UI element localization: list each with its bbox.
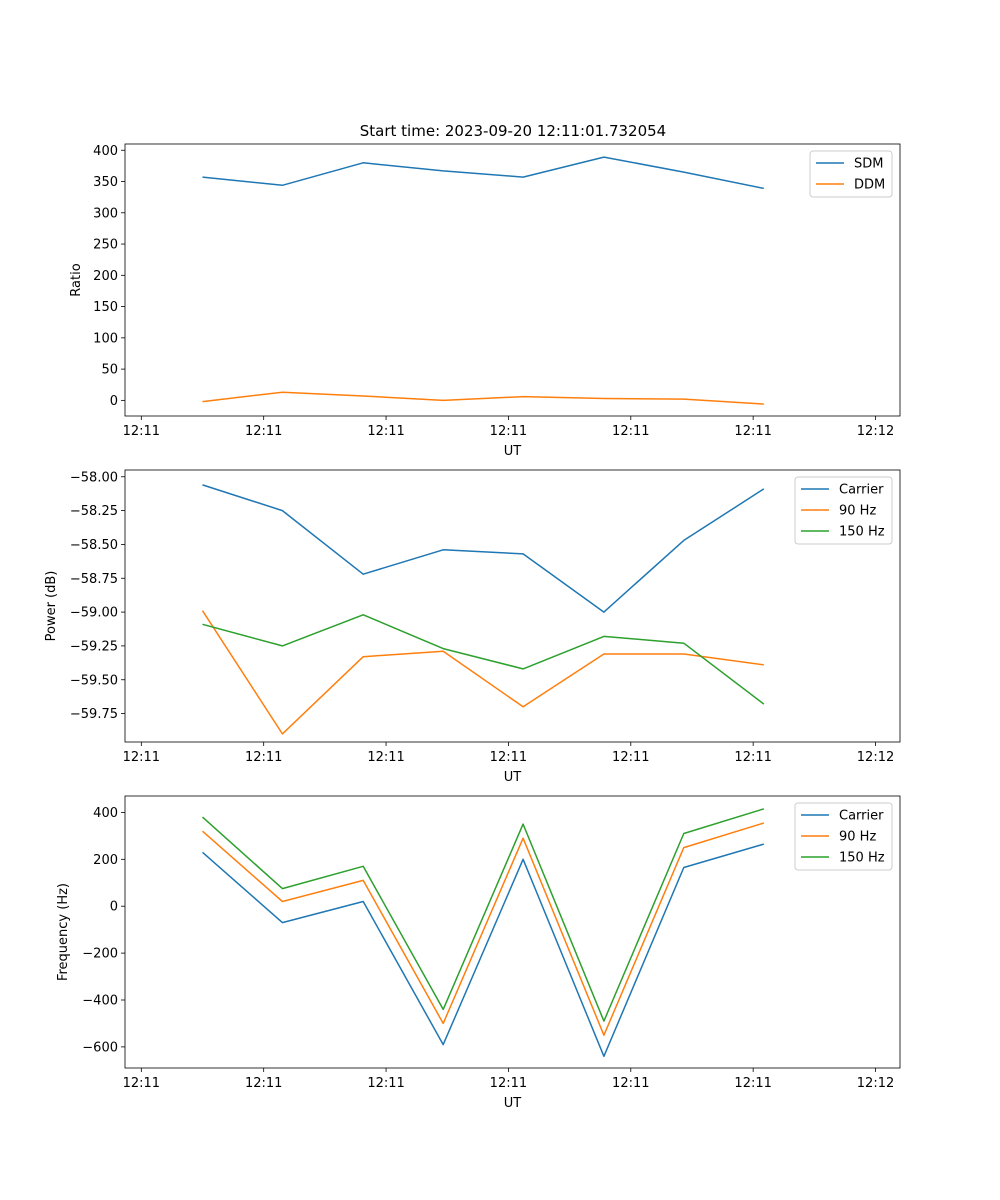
ratio-y-tick-label: 400 [93, 144, 118, 159]
ratio-y-tick-label: 50 [101, 363, 118, 378]
power-x-tick-label: 12:11 [123, 750, 160, 765]
ratio-y-tick-label: 250 [93, 238, 118, 253]
power-x-tick-label: 12:11 [490, 750, 527, 765]
frequency-x-tick-label: 12:11 [245, 1076, 282, 1091]
frequency-y-tick-label: −400 [82, 994, 118, 1009]
ratio-legend-label-sdm: SDM [854, 157, 883, 172]
ratio-y-axis-label: Ratio [69, 263, 84, 296]
frequency-y-tick-label: −200 [82, 947, 118, 962]
frequency-y-axis-label: Frequency (Hz) [56, 883, 71, 981]
power-x-axis-label: UT [504, 770, 522, 785]
power-panel: 12:11 12:11 12:11 12:11 12:11 12:11 12:12 −59.7… [44, 469, 901, 785]
frequency-series-line-150-hz [201, 808, 765, 1022]
ratio-x-tick-label: 12:11 [367, 424, 404, 439]
ratio-panel: 12:11 12:11 12:11 12:11 12:11 12:11 12:12 0 50 10… [69, 143, 901, 459]
ratio-series-line-ddm [202, 391, 764, 405]
power-y-tick-label: −59.75 [70, 707, 118, 722]
power-axes-frame [124, 469, 901, 743]
power-y-tick-label: −59.25 [70, 639, 118, 654]
ratio-series-line-sdm [202, 156, 764, 190]
frequency-x-tick-label: 12:11 [612, 1076, 649, 1091]
frequency-series-line-carrier [202, 843, 765, 1058]
power-x-tick-label: 12:11 [612, 750, 649, 765]
frequency-legend-label-carrier: Carrier [839, 809, 884, 824]
ratio-x-tick-label: 12:12 [857, 424, 894, 439]
power-y-tick-label: −58.25 [70, 504, 118, 519]
power-y-tick-label: −58.50 [70, 538, 118, 553]
power-x-tick-label: 12:12 [857, 750, 894, 765]
frequency-x-tick-label: 12:12 [857, 1076, 894, 1091]
power-series-line-150-hz [202, 614, 765, 705]
frequency-y-tick-label: 0 [110, 900, 118, 915]
power-y-tick-label: −58.75 [70, 572, 118, 587]
frequency-panel: 12:11 12:11 12:11 12:11 12:11 12:11 12:12 −600 −… [56, 795, 901, 1111]
frequency-y-tick-label: 200 [93, 853, 118, 868]
ratio-y-tick-label: 300 [93, 206, 118, 221]
frequency-x-axis-label: UT [504, 1096, 522, 1111]
power-legend-label-150-hz: 150 Hz [839, 525, 885, 540]
ratio-x-tick-label: 12:11 [734, 424, 771, 439]
frequency-legend-label-90-hz: 90 Hz [839, 830, 876, 845]
ratio-y-tick-label: 100 [93, 331, 118, 346]
frequency-x-tick-label: 12:11 [367, 1076, 404, 1091]
power-y-axis-label: Power (dB) [44, 571, 59, 642]
frequency-legend: Carrier 90 Hz 150 Hz [794, 802, 893, 871]
ratio-x-tick-label: 12:11 [123, 424, 160, 439]
figure-title: Start time: 2023-09-20 12:11:01.732054 [360, 122, 666, 140]
ratio-legend: SDM DDM [809, 150, 893, 198]
power-x-tick-label: 12:11 [367, 750, 404, 765]
frequency-x-tick-label: 12:11 [123, 1076, 160, 1091]
ratio-axes-frame [124, 143, 901, 417]
ratio-legend-label-ddm: DDM [854, 178, 885, 193]
power-y-tick-label: −59.00 [70, 606, 118, 621]
power-legend-label-90-hz: 90 Hz [839, 504, 876, 519]
frequency-legend-label-150-hz: 150 Hz [839, 851, 885, 866]
frequency-legend-box [794, 802, 893, 871]
frequency-x-tick-label: 12:11 [490, 1076, 527, 1091]
power-y-tick-label: −59.50 [70, 673, 118, 688]
power-legend-label-carrier: Carrier [839, 483, 884, 498]
ratio-x-tick-label: 12:11 [490, 424, 527, 439]
frequency-series-line-90-hz [202, 822, 765, 1036]
ratio-x-tick-label: 12:11 [245, 424, 282, 439]
frequency-y-tick-label: −600 [82, 1040, 118, 1055]
power-x-tick-label: 12:11 [734, 750, 771, 765]
power-y-tick-label: −58.00 [70, 470, 118, 485]
frequency-axes-frame [124, 795, 901, 1069]
ratio-x-tick-label: 12:11 [612, 424, 649, 439]
ratio-y-tick-label: 350 [93, 175, 118, 190]
ratio-y-tick-label: 200 [93, 269, 118, 284]
power-legend: Carrier 90 Hz 150 Hz [794, 476, 893, 545]
power-legend-box [794, 476, 893, 545]
power-series-line-carrier [202, 484, 765, 613]
ratio-x-axis-label: UT [504, 444, 522, 459]
frequency-x-tick-label: 12:11 [734, 1076, 771, 1091]
ratio-y-tick-label: 150 [93, 300, 118, 315]
ratio-y-tick-label: 0 [110, 394, 118, 409]
frequency-y-tick-label: 400 [93, 806, 118, 821]
power-x-tick-label: 12:11 [245, 750, 282, 765]
power-series-line-90-hz [201, 610, 764, 735]
